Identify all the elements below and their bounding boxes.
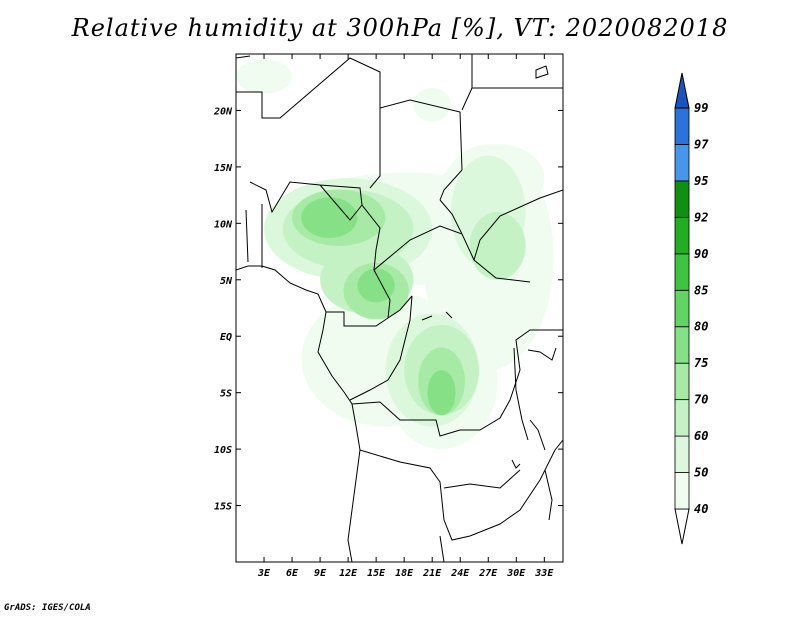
y-tick-label: 5N [220,276,233,287]
latitude-axis: 20N 15N 10N 5N EQ 5S 10S 15S [213,106,563,513]
lakes [421,65,557,521]
x-tick-label: 9E [314,568,327,579]
y-tick-label: 10S [214,445,232,456]
colorbar-swatch-75 [674,326,690,364]
colorbar: 40 50 60 70 75 80 85 90 92 95 97 99 [674,72,709,545]
border-southern [300,439,563,562]
x-tick-label: 33E [534,568,554,579]
y-tick-label: 10N [214,219,233,230]
x-tick-label: 30E [506,568,526,579]
humidity-contour-19 [427,370,456,416]
x-tick-label: 15E [367,568,386,579]
colorbar-label: 60 [694,429,708,443]
longitude-axis: 3E 6E 9E 12E 15E 18E 21E 24E 27E 30E 33E [257,54,554,579]
y-tick-label: 20N [213,106,233,117]
humidity-contour-6 [236,59,293,94]
colorbar-swatch-97 [674,107,690,145]
border-congo [326,295,563,437]
colorbar-swatch-60 [674,399,690,437]
colorbar-swatch-40 [674,472,690,510]
colorbar-label: 70 [694,393,708,407]
x-tick-label: 12E [339,568,358,579]
colorbar-label: 80 [694,320,708,334]
coastline [236,55,361,562]
colorbar-label: 99 [694,101,708,115]
humidity-contour-5 [413,87,451,122]
colorbar-swatch-90 [674,216,690,255]
grads-credit: GrADS: IGES/COLA [4,603,91,613]
colorbar-swatch-70 [674,362,690,401]
x-tick-label: 3E [257,568,271,579]
colorbar-lower-arrow [674,508,690,545]
map-frame [235,53,564,563]
colorbar-upper-arrow [674,72,690,109]
border-central [373,169,563,283]
colorbar-label: 97 [694,137,709,151]
humidity-contour-18 [357,268,395,303]
humidity-contour-13 [469,212,526,280]
border-sahara [236,54,563,189]
humidity-shading [236,59,554,450]
colorbar-label: 90 [694,247,708,261]
colorbar-swatch-85 [674,253,690,291]
colorbar-swatch-95 [674,144,690,182]
colorbar-label: 92 [694,210,708,224]
colorbar-label: 85 [694,283,708,297]
country-borders [236,54,563,562]
x-tick-label: 6E [286,568,299,579]
colorbar-swatch-50 [674,435,690,473]
colorbar-label: 75 [694,356,708,370]
x-tick-label: 18E [395,568,414,579]
y-tick-label: 15S [214,502,232,513]
colorbar-swatch-80 [674,289,690,328]
chart-title: Relative humidity at 300hPa [%], VT: 202… [71,14,729,42]
x-tick-label: 21E [422,568,442,579]
colorbar-label: 95 [694,174,708,188]
y-tick-label: 15N [214,163,233,174]
border-west-africa [245,181,391,319]
x-tick-label: 27E [478,568,498,579]
colorbar-swatch-92 [674,180,690,218]
colorbar-label: 40 [694,502,708,516]
colorbar-label: 50 [694,466,708,480]
humidity-contour-17 [301,197,358,239]
y-tick-label: EQ [220,332,232,343]
y-tick-label: 5S [220,389,232,400]
x-tick-label: 24E [450,568,470,579]
